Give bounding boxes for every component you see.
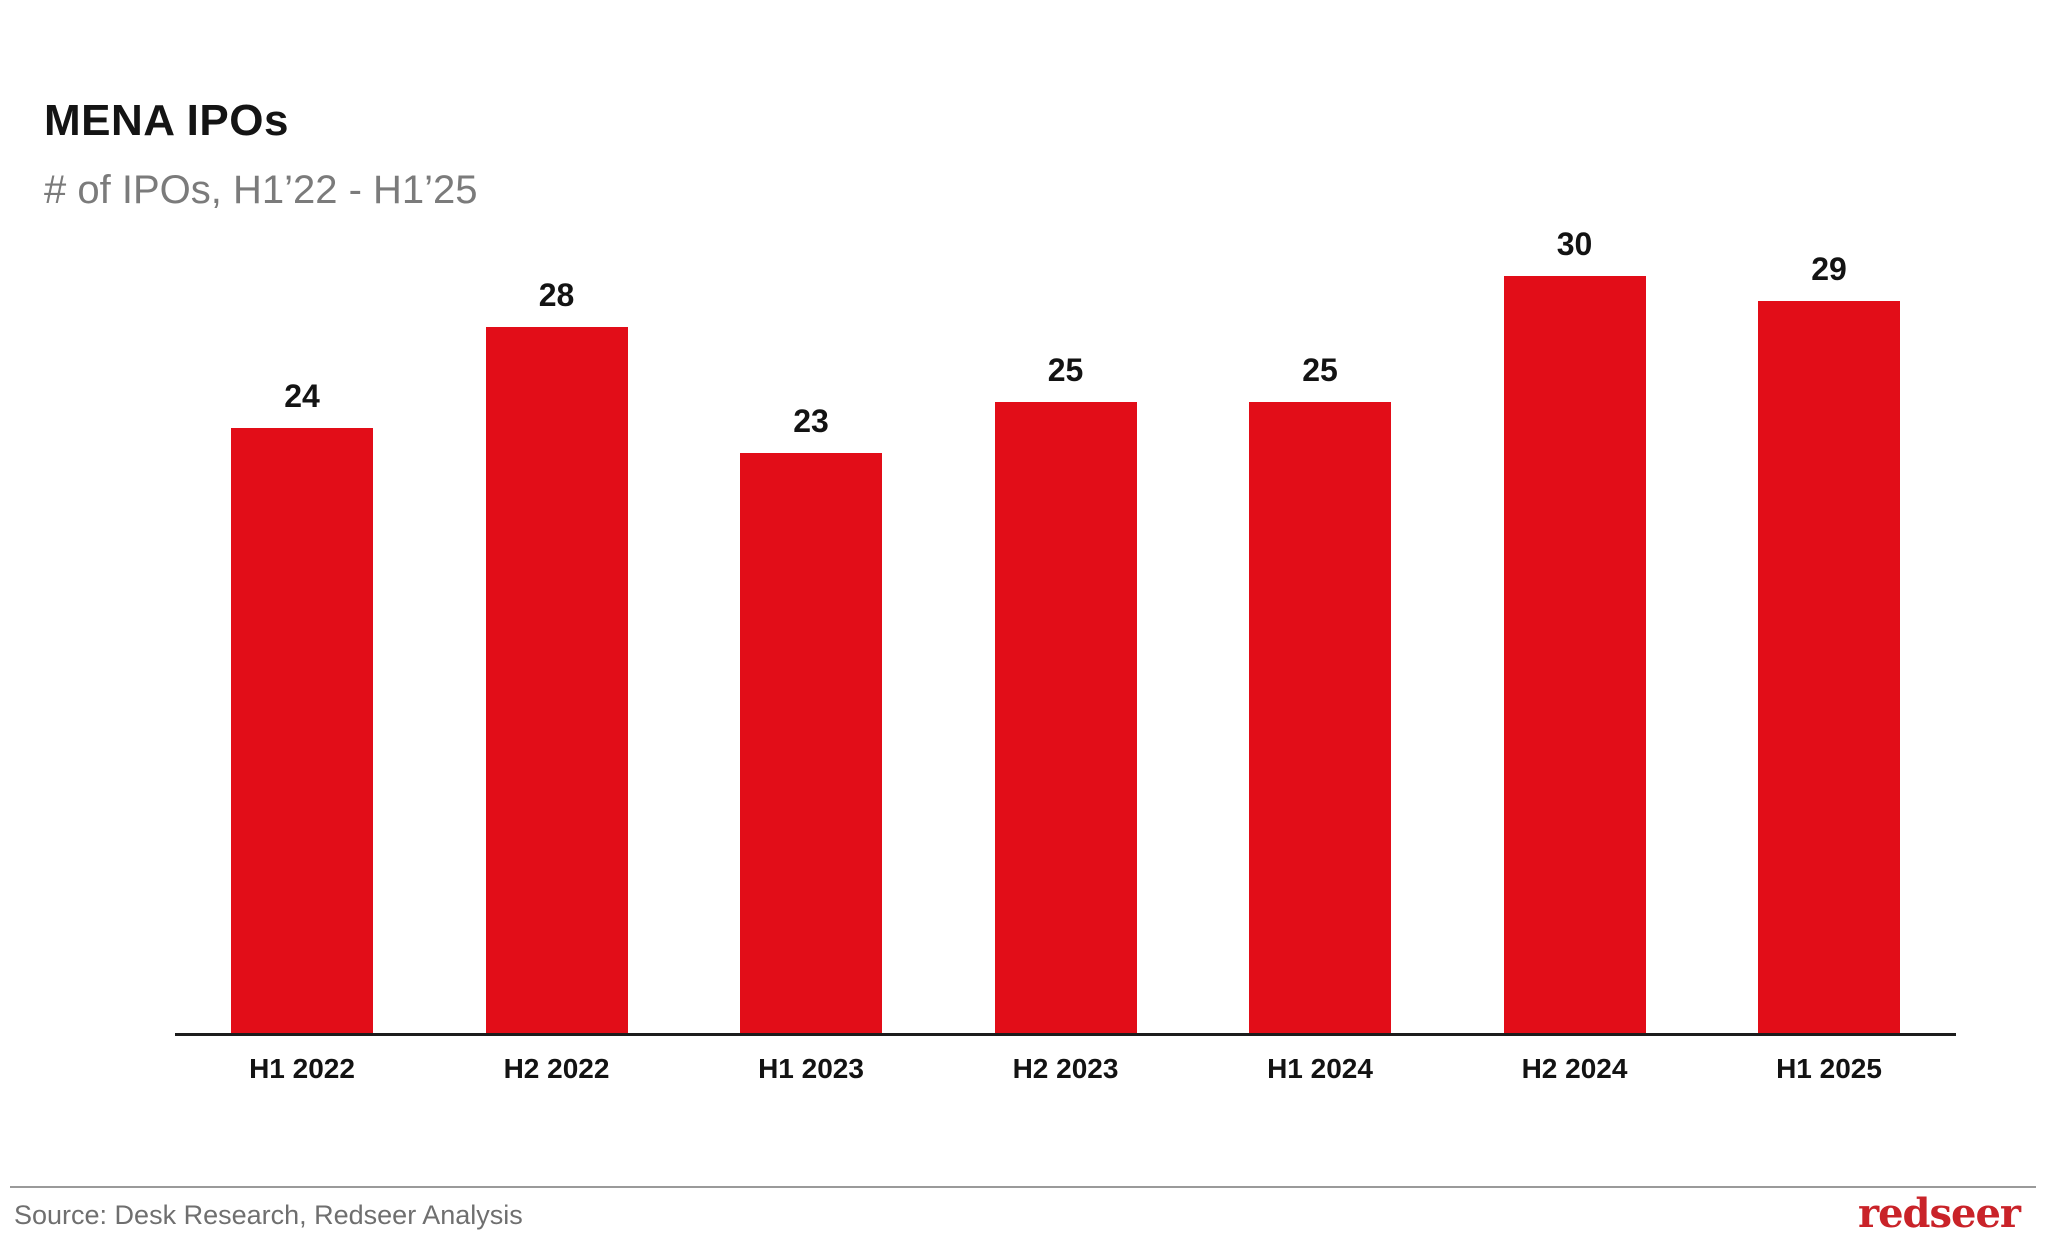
bar-column: 29 xyxy=(1758,226,1900,1035)
x-axis-tick-label: H1 2023 xyxy=(758,1053,864,1084)
source-text: Source: Desk Research, Redseer Analysis xyxy=(14,1200,523,1230)
bar-column: 30 xyxy=(1503,226,1646,1035)
chart-subtitle: # of IPOs, H1’22 - H1’25 xyxy=(44,168,478,212)
bar xyxy=(740,453,882,1035)
x-axis-tick-label: H1 2024 xyxy=(1267,1053,1373,1084)
bar xyxy=(1503,276,1646,1035)
bar-value-label: 25 xyxy=(1047,352,1084,388)
bar-column: 28 xyxy=(485,226,628,1035)
bar-value-label: 24 xyxy=(284,378,320,414)
x-axis-tick-label: H1 2025 xyxy=(1776,1053,1882,1084)
bar-value-label: 25 xyxy=(1302,352,1338,388)
bar-value-label: 28 xyxy=(538,277,575,313)
x-axis-tick-label: H2 2022 xyxy=(503,1053,610,1084)
bar-column: 25 xyxy=(994,226,1137,1035)
bar xyxy=(1758,301,1900,1035)
bar-value-label: 23 xyxy=(793,403,829,439)
bar-chart: 24 28 23 25 25 30 29 H1 2022 H2 2022 H1 2023 H2 2… xyxy=(175,0,1956,1243)
bar-column: 24 xyxy=(231,226,373,1035)
footer-divider xyxy=(10,1186,2036,1188)
x-axis-line xyxy=(175,1033,1956,1036)
bar xyxy=(994,402,1137,1035)
chart-title: MENA IPOs xyxy=(44,96,289,145)
bar xyxy=(485,327,628,1035)
bar xyxy=(1249,402,1391,1035)
bar xyxy=(231,428,373,1035)
bar-column: 23 xyxy=(740,226,882,1035)
bars-area: 24 28 23 25 25 30 29 xyxy=(175,226,1956,1035)
redseer-logo: redseer xyxy=(1858,1190,2021,1237)
bar-value-label: 30 xyxy=(1556,226,1593,262)
x-axis-tick-label: H2 2023 xyxy=(1012,1053,1119,1084)
x-axis-labels: H1 2022 H2 2022 H1 2023 H2 2023 H1 2024 H2 20… xyxy=(175,1053,1956,1085)
bar-column: 25 xyxy=(1249,226,1391,1035)
bar-value-label: 29 xyxy=(1811,251,1847,287)
x-axis-tick-label: H1 2022 xyxy=(249,1053,355,1084)
x-axis-tick-label: H2 2024 xyxy=(1521,1053,1628,1084)
